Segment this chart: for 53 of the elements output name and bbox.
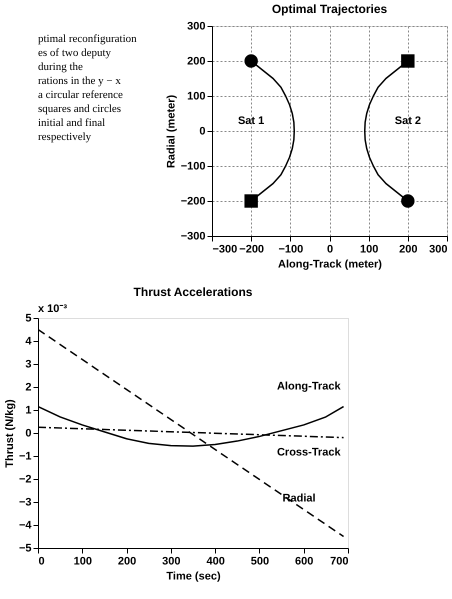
chart-title: Optimal Trajectories bbox=[272, 2, 388, 16]
x-tick-label: 200 bbox=[399, 244, 418, 256]
x-tick-label: 200 bbox=[118, 556, 136, 568]
chart-title: Thrust Accelerations bbox=[134, 285, 253, 299]
text: es of two deputy bbox=[38, 47, 112, 59]
y-tick-label: 2 bbox=[25, 382, 32, 394]
text: Sat 2 bbox=[394, 115, 422, 127]
x-tick-label: 0 bbox=[326, 244, 334, 256]
x-tick-label: 700 bbox=[330, 556, 348, 568]
series-label: Along-Track bbox=[276, 380, 342, 393]
y-tick-label: 200 bbox=[187, 56, 206, 68]
text: Sat 1 bbox=[238, 115, 264, 127]
text: ptimal reconfiguration bbox=[38, 33, 138, 45]
y-tick-label: 100 bbox=[187, 90, 206, 102]
y-tick-label: −200 bbox=[180, 196, 206, 208]
y-axis-title: Radial (meter) bbox=[166, 94, 178, 168]
y-tick-label: −2 bbox=[18, 474, 32, 486]
x-axis-title: Time (sec) bbox=[166, 570, 221, 582]
y-tick-label: −300 bbox=[180, 230, 206, 242]
y-tick-label: −3 bbox=[18, 496, 32, 508]
x-tick-label: 300 bbox=[429, 244, 448, 256]
y-tick-label: −100 bbox=[180, 160, 206, 172]
text: initial and final bbox=[38, 117, 106, 129]
y-tick-label: 1 bbox=[25, 404, 32, 416]
series-label: Cross-Track bbox=[276, 446, 342, 459]
x-tick-label: 0 bbox=[38, 556, 45, 568]
text: x 10⁻³ bbox=[38, 303, 68, 315]
y-tick-label: 0 bbox=[25, 428, 32, 440]
y-axis-title: Thrust (N/kg) bbox=[4, 398, 16, 468]
x-tick-label: 500 bbox=[250, 556, 270, 568]
y-tick-label: 4 bbox=[25, 336, 32, 348]
x-axis-title: Along-Track (meter) bbox=[278, 258, 382, 270]
x-tick-label: 400 bbox=[206, 556, 225, 568]
y-tick-label: −5 bbox=[18, 542, 32, 554]
y-tick-label: −4 bbox=[18, 520, 32, 532]
x-tick-label: −200 bbox=[239, 244, 264, 256]
x-tick-label: 300 bbox=[162, 556, 181, 568]
text: during the bbox=[38, 61, 84, 73]
text: a circular reference bbox=[38, 89, 123, 101]
text: squares and circles bbox=[38, 103, 122, 115]
x-tick-label: −100 bbox=[278, 244, 304, 256]
y-tick-label: 0 bbox=[199, 126, 206, 138]
text: respectively bbox=[38, 131, 92, 143]
x-tick-label: 100 bbox=[74, 556, 92, 568]
x-tick-label: 600 bbox=[295, 556, 314, 568]
y-tick-label: 3 bbox=[25, 358, 32, 370]
y-tick-label: −1 bbox=[18, 450, 32, 462]
y-tick-label: 300 bbox=[187, 20, 206, 32]
text: rations in the y − x bbox=[38, 75, 122, 87]
series-label: Radial bbox=[282, 492, 316, 504]
x-tick-label: 100 bbox=[360, 244, 378, 256]
y-tick-label: 5 bbox=[25, 312, 32, 324]
x-tick-label: −300 bbox=[212, 244, 238, 256]
